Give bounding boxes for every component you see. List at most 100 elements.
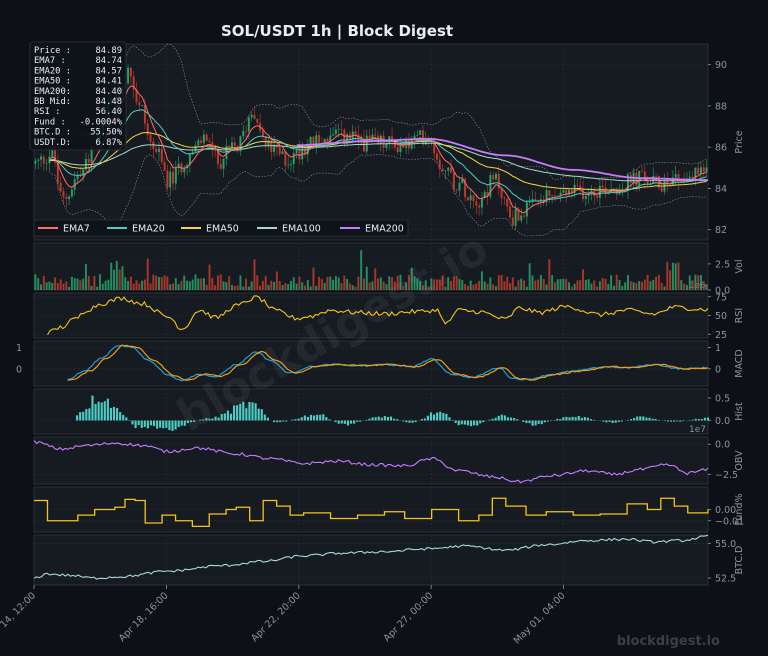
candle-body	[37, 159, 40, 161]
candle-body	[641, 171, 643, 172]
volume-bar	[84, 264, 87, 290]
hist-bar	[497, 415, 500, 421]
volume-bar	[424, 280, 427, 290]
volume-bar	[236, 285, 239, 290]
candle-body	[702, 167, 705, 172]
hist-bar	[85, 409, 88, 421]
panels-layer: 8284868890Price0.02.5Vol1e6255075RSI0101…	[0, 41, 745, 646]
volume-bar	[188, 281, 191, 290]
volume-bar	[59, 279, 62, 290]
candle-body	[534, 198, 537, 201]
candle-body	[601, 185, 604, 188]
legend-label: EMA50	[206, 224, 239, 235]
volume-bar	[469, 280, 472, 290]
candle-body	[379, 135, 382, 144]
y-tick-label: 25	[715, 330, 727, 341]
volume-bar	[340, 283, 343, 290]
candle-body	[172, 171, 174, 184]
hist-bar	[186, 420, 189, 424]
volume-bar	[441, 275, 444, 290]
volume-bar	[537, 279, 540, 290]
volume-bar	[680, 280, 683, 290]
y-tick-label: 2.5	[715, 259, 730, 270]
candle-body	[186, 165, 189, 169]
info-box-frame	[29, 41, 127, 151]
volume-bar	[525, 286, 528, 290]
volume-bar	[273, 281, 276, 290]
candle-body	[163, 162, 166, 171]
volume-bar	[211, 277, 214, 290]
info-label: Fund :	[34, 117, 66, 127]
volume-bar	[70, 276, 73, 290]
hist-bar	[454, 420, 457, 423]
volume-bar	[500, 274, 503, 290]
volume-bar	[267, 285, 270, 290]
candle-body	[174, 167, 177, 184]
hist-bar	[396, 419, 399, 421]
candle-body	[340, 129, 343, 130]
candle-body	[691, 176, 694, 180]
candle-body	[141, 105, 144, 106]
volume-bar	[54, 277, 57, 290]
volume-bar	[191, 279, 194, 290]
volume-bar	[222, 281, 225, 290]
candle-body	[295, 149, 298, 154]
candle-body	[40, 156, 43, 160]
candle-body	[666, 181, 669, 184]
hist-bar	[180, 420, 183, 426]
candle-body	[489, 175, 492, 197]
volume-bar	[348, 283, 351, 290]
hist-bar	[414, 420, 417, 423]
hist-bar	[534, 420, 537, 426]
volume-bar	[559, 279, 562, 290]
hist-bar	[605, 420, 608, 423]
volume-bar	[545, 284, 548, 290]
volume-bar	[489, 277, 492, 290]
candle-body	[79, 175, 82, 177]
candle-body	[146, 123, 149, 135]
volume-bar	[343, 275, 346, 290]
hist-bar	[420, 419, 423, 421]
y-axis-label: Price	[734, 130, 745, 153]
candle-body	[438, 159, 441, 169]
candle-body	[385, 143, 388, 148]
hist-bar	[543, 420, 546, 423]
hist-bar	[626, 419, 630, 421]
hist-bar	[131, 420, 134, 425]
volume-bar	[301, 282, 304, 290]
volume-bar	[514, 286, 517, 290]
candle-body	[264, 136, 267, 146]
candle-body	[531, 198, 534, 202]
hist-bar	[469, 420, 473, 427]
hist-bar	[393, 418, 396, 421]
candle-body	[657, 176, 660, 188]
hist-bar	[408, 420, 411, 423]
corner-watermark: blockdigest.io	[617, 634, 720, 649]
volume-bar	[225, 282, 228, 290]
volume-bar	[174, 278, 177, 290]
candle-body	[188, 154, 191, 166]
candle-body	[551, 195, 554, 197]
hist-bar	[374, 417, 377, 421]
volume-bar	[110, 262, 113, 290]
volume-bar	[149, 283, 152, 290]
volume-bar	[329, 276, 332, 290]
info-value: 84.40	[96, 87, 122, 97]
hist-bar	[513, 417, 516, 421]
info-value: 6.87%	[96, 138, 123, 148]
volume-bar	[320, 278, 323, 290]
volume-bar	[312, 267, 315, 290]
hist-bar	[316, 414, 319, 421]
candle-body	[233, 142, 236, 146]
volume-bar	[284, 283, 287, 290]
hist-bar	[137, 420, 140, 425]
volume-bar	[666, 261, 669, 290]
hist-bar	[633, 418, 636, 421]
hist-bar	[263, 414, 266, 421]
hist-bar	[439, 411, 442, 421]
candle-body	[236, 145, 239, 152]
candle-body	[525, 202, 528, 217]
hist-bar	[353, 420, 356, 424]
volume-bar	[579, 279, 582, 290]
hist-bar	[389, 416, 393, 421]
